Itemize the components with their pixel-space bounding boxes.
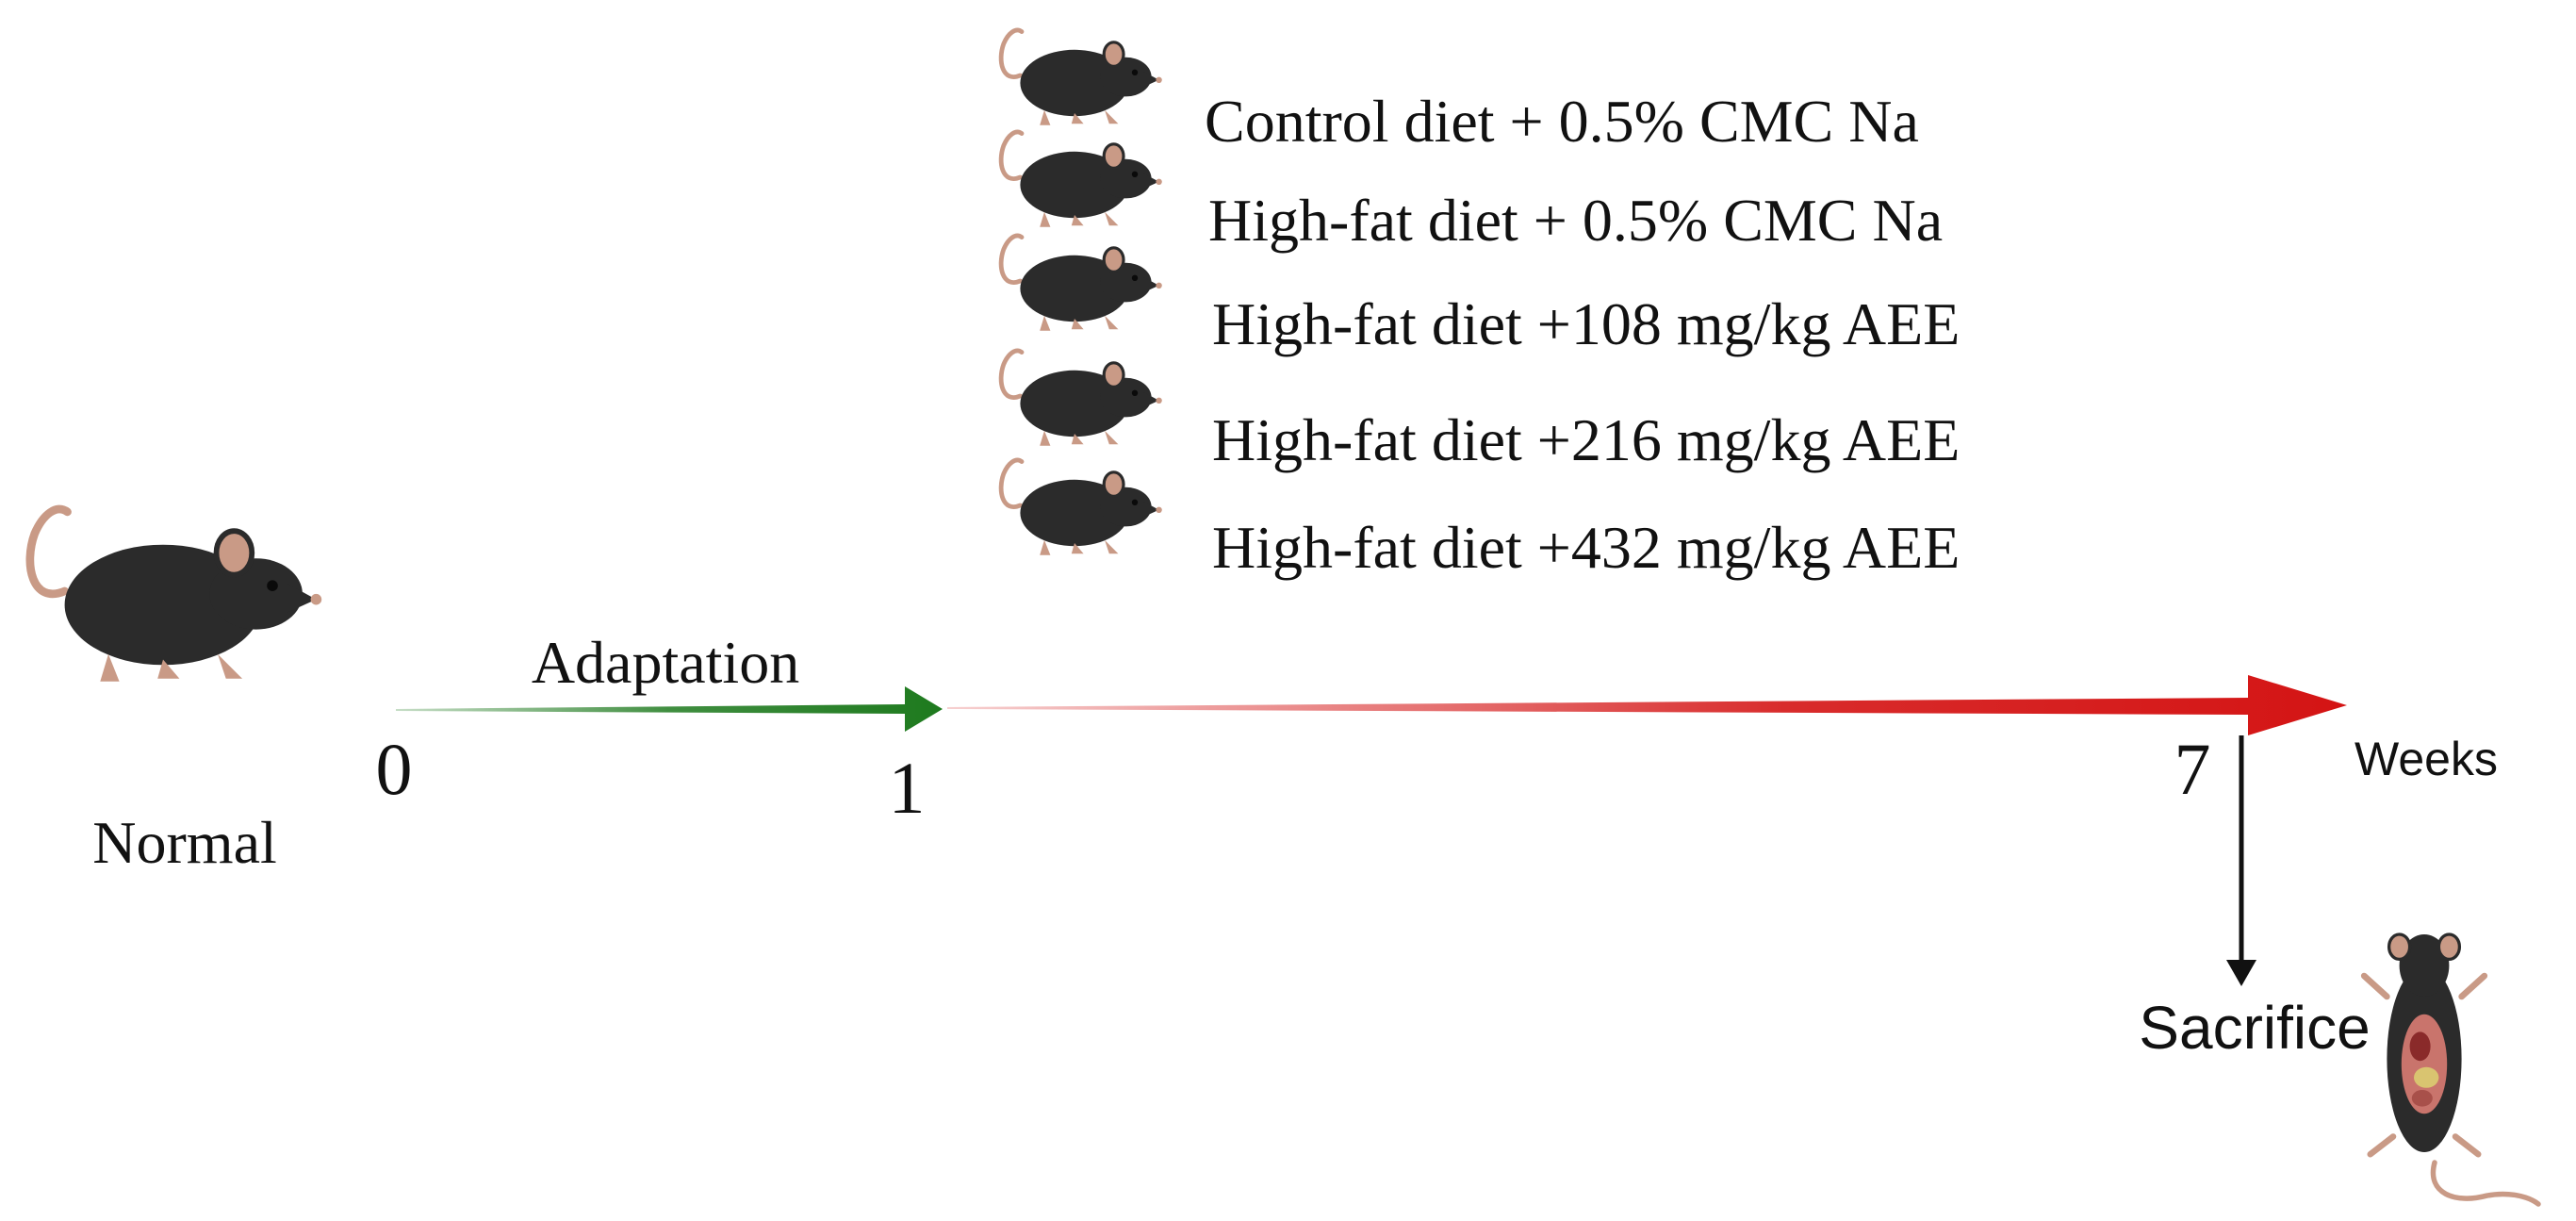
sacrifice-label: Sacrifice — [2139, 994, 2370, 1062]
group-mouse-icon — [1001, 30, 1162, 125]
group-label: High-fat diet +108 mg/kg AEE — [1212, 290, 1960, 357]
group-mouse-icon — [1001, 351, 1162, 446]
adaptation-arrow — [396, 686, 943, 732]
dissected-mouse-icon — [2364, 934, 2538, 1204]
treatment-arrow — [947, 675, 2347, 735]
group-label: Control diet + 0.5% CMC Na — [1205, 88, 1919, 155]
group-mouse-icon — [1001, 460, 1162, 555]
normal-mouse-icon — [30, 509, 321, 682]
group-label: High-fat diet +432 mg/kg AEE — [1212, 514, 1960, 581]
weeks-unit-label: Weeks — [2354, 733, 2498, 785]
normal-label: Normal — [92, 809, 277, 876]
group-label: High-fat diet +216 mg/kg AEE — [1212, 406, 1960, 473]
tick-label-0: 0 — [376, 728, 413, 810]
adaptation-label: Adaptation — [532, 629, 799, 696]
group-label: High-fat diet + 0.5% CMC Na — [1208, 187, 1943, 254]
group-mouse-icon — [1001, 132, 1162, 227]
group-mouse-icon — [1001, 236, 1162, 331]
sacrifice-arrowhead — [2226, 960, 2256, 986]
tick-label-7: 7 — [2174, 728, 2211, 810]
tick-label-1: 1 — [889, 747, 926, 829]
